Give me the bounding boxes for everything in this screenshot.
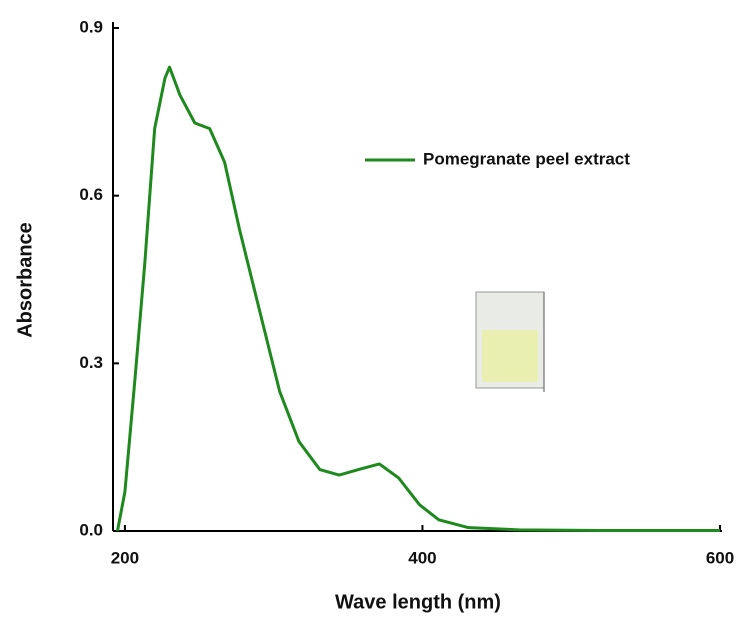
x-tick-label: 400 <box>408 548 436 567</box>
y-tick-label: 0.9 <box>79 17 103 36</box>
y-tick-label: 0.3 <box>79 353 103 372</box>
x-tick-label: 600 <box>706 548 734 567</box>
vial-liquid <box>482 330 538 382</box>
inset-photo <box>475 291 545 392</box>
legend-label: Pomegranate peel extract <box>423 149 630 168</box>
y-axis-title: Absorbance <box>14 222 36 338</box>
x-tick-label: 200 <box>111 548 139 567</box>
x-axis-title: Wave length (nm) <box>335 591 501 613</box>
y-tick-label: 0.6 <box>79 185 103 204</box>
data-line <box>115 65 720 532</box>
y-tick-label: 0.0 <box>79 520 103 539</box>
